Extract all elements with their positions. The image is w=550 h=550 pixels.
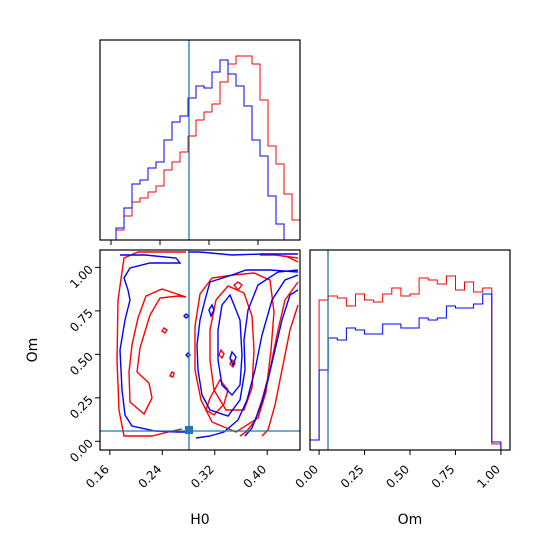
om-x-tick-label: 0.75 [429, 462, 458, 491]
om-x-axis-label: Om [398, 512, 423, 528]
h0-histogram-series-2 [100, 59, 300, 241]
red-contours [116, 251, 299, 437]
om-histogram-series-group [309, 275, 510, 451]
joint-x-tick-label: 0.32 [188, 462, 217, 491]
joint-y-tick-label: 0.25 [67, 393, 96, 422]
joint-y-tick-label: 0.00 [67, 436, 96, 465]
om-axis-label: Om [25, 338, 41, 363]
joint-y-tick-label: 0.75 [67, 306, 96, 335]
om-x-tick-label: 1.00 [474, 462, 503, 491]
h0-histogram-series-group [100, 55, 301, 241]
joint-x-tick-label: 0.24 [136, 462, 165, 491]
h0-histogram-series-1 [100, 55, 301, 241]
om-x-tick-label: 0.00 [292, 462, 321, 491]
joint-y-tick-label: 0.50 [67, 349, 96, 378]
joint-x-tick-label: 0.16 [83, 462, 112, 491]
om-histogram-series-2 [309, 293, 510, 451]
om-x-tick-label: 0.25 [338, 462, 367, 491]
om-x-ticks: 0.00 0.25 0.50 0.75 1.00 [292, 450, 503, 491]
om-histogram-frame [309, 249, 511, 451]
om-x-tick-label: 0.50 [383, 462, 412, 491]
h0-axis-label: H0 [190, 512, 209, 528]
joint-x-tick-label: 0.40 [241, 462, 270, 491]
h0-histogram-frame [99, 39, 301, 241]
joint-contour-panel: 0.16 0.24 0.32 0.40 0.00 0.25 0.50 0.75 1.00 H0… [25, 249, 301, 528]
om-histogram-series-1 [309, 275, 510, 451]
joint-x-ticks: 0.16 0.24 0.32 0.40 [83, 450, 269, 491]
h0-histogram-panel [99, 39, 301, 245]
joint-panel-frame [99, 249, 301, 451]
joint-y-tick-label: 1.00 [67, 262, 96, 291]
h0-histogram-ticks [110, 240, 259, 245]
om-histogram-panel: 0.00 0.25 0.50 0.75 1.00 Om [292, 249, 511, 528]
joint-y-ticks: 0.00 0.25 0.50 0.75 1.00 [67, 262, 100, 465]
